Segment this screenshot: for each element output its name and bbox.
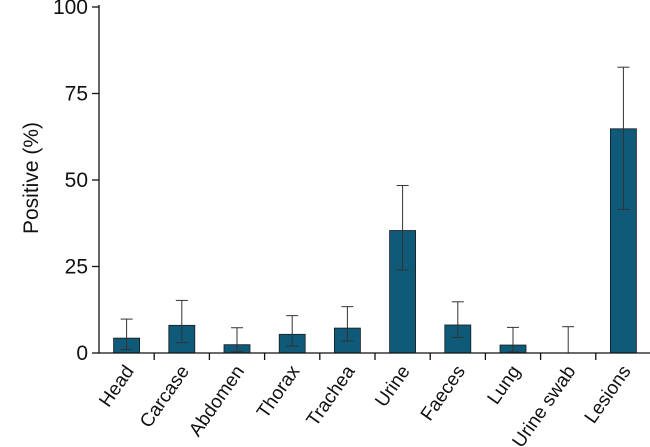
y-tick-label: 0 bbox=[76, 342, 88, 365]
error-bars bbox=[120, 66, 630, 354]
y-axis-title: Positive (%) bbox=[20, 122, 43, 234]
x-tick-label: Thorax bbox=[253, 361, 304, 422]
x-tick-label: Carcase bbox=[136, 362, 194, 432]
y-tick-label: 100 bbox=[53, 0, 88, 19]
x-tick-label: Lesions bbox=[581, 362, 636, 428]
x-tick-label: Urine bbox=[371, 362, 414, 411]
x-tick-label: Head bbox=[95, 362, 138, 411]
bars bbox=[113, 128, 637, 354]
x-tick-label: Faeces bbox=[417, 362, 470, 425]
x-tick-label: Lung bbox=[484, 362, 525, 409]
y-tick-label: 75 bbox=[65, 83, 88, 106]
x-tick-label: Abdomen bbox=[185, 362, 249, 441]
y-axis-ticks: 0 25 50 75 100 bbox=[53, 0, 99, 365]
x-tick-label: Trachea bbox=[303, 361, 360, 430]
x-axis-ticks bbox=[153, 353, 597, 360]
y-tick-label: 50 bbox=[65, 169, 88, 192]
y-tick-label: 25 bbox=[65, 256, 88, 279]
